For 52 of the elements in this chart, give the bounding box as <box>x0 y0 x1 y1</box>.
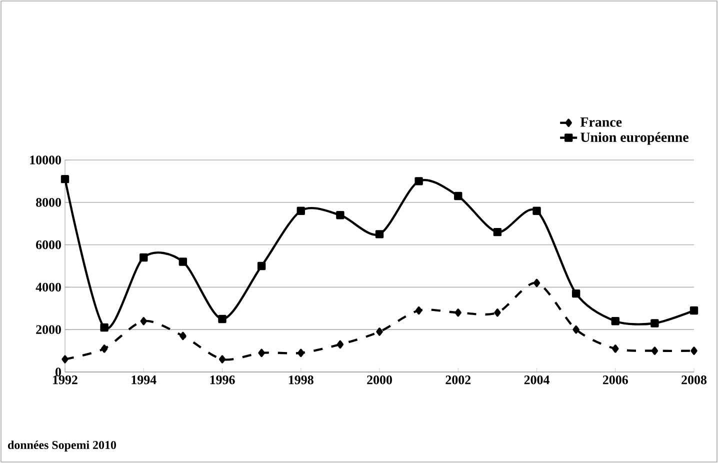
point <box>494 308 501 317</box>
point <box>414 177 423 186</box>
x-tick-label: 1998 <box>288 376 314 384</box>
point <box>298 348 304 358</box>
point <box>62 355 68 364</box>
point <box>336 340 344 349</box>
point <box>60 174 70 184</box>
point <box>218 355 226 364</box>
point <box>376 328 383 336</box>
point <box>690 346 698 355</box>
point <box>651 346 658 355</box>
point <box>690 306 698 315</box>
point <box>218 314 226 324</box>
point <box>140 317 147 326</box>
x-tick-label: 2006 <box>602 376 628 384</box>
x-tick-label: 1996 <box>210 376 235 384</box>
point <box>611 317 620 326</box>
legend-label: France <box>580 118 622 127</box>
point <box>533 278 540 288</box>
point <box>375 230 384 238</box>
point <box>650 319 659 328</box>
point <box>415 306 422 315</box>
point <box>178 258 188 266</box>
y-tick-label: 6000 <box>36 240 61 250</box>
point <box>336 211 344 220</box>
y-tick-label: 4000 <box>36 282 61 292</box>
x-tick-label: 2004 <box>524 376 550 384</box>
point <box>257 262 266 270</box>
point <box>454 192 462 200</box>
legend-label: Union européenne <box>580 132 688 145</box>
text: données Sopemi 2010 <box>8 440 116 452</box>
point <box>572 325 580 334</box>
point <box>100 323 108 332</box>
point <box>612 344 619 353</box>
y-tick-label: 8000 <box>36 198 61 207</box>
point <box>258 348 265 358</box>
y-tick-label: 0 <box>56 368 61 376</box>
point <box>532 206 541 215</box>
x-tick-label: 2000 <box>367 376 392 384</box>
y-tick-label: 2000 <box>36 325 61 334</box>
point <box>454 308 462 317</box>
point <box>140 253 148 262</box>
x-tick-label: 2002 <box>446 376 471 384</box>
x-tick-label: 1992 <box>53 376 78 384</box>
x-tick-label: 1994 <box>132 376 156 384</box>
x-tick-label: 2008 <box>682 376 707 384</box>
point <box>296 206 305 215</box>
point <box>180 332 186 340</box>
point <box>493 228 502 236</box>
point <box>572 289 580 298</box>
y-tick-label: 10000 <box>30 156 61 164</box>
point <box>100 344 108 353</box>
